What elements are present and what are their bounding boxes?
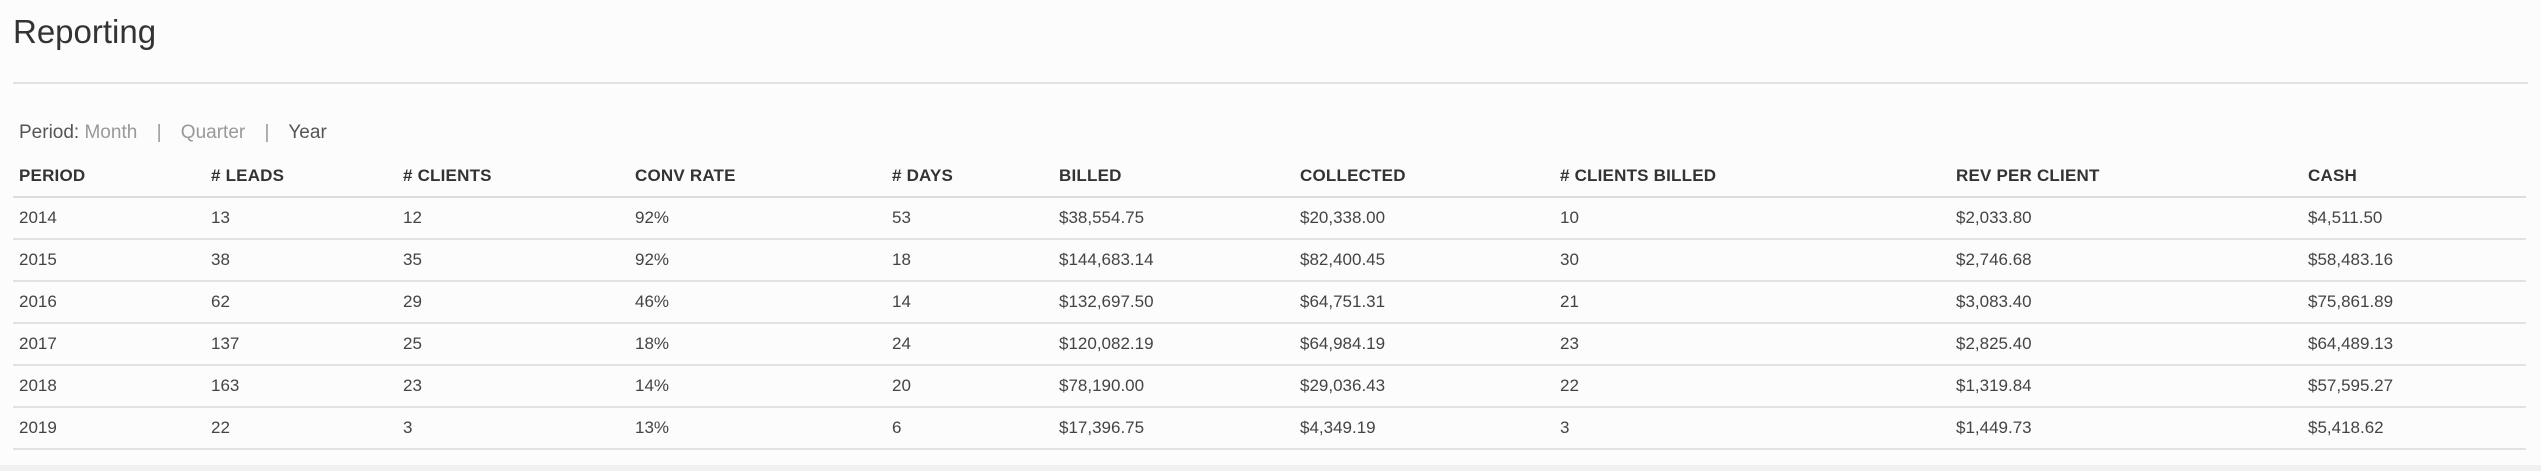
column-header-collected: COLLECTED xyxy=(1294,156,1554,198)
cell-billed: $132,697.50 xyxy=(1053,281,1294,324)
table-row: 2019 22 3 13% 6 $17,396.75 $4,349.19 3 $… xyxy=(13,407,2526,450)
cell-cash: $75,861.89 xyxy=(2302,281,2526,324)
table-row: 2015 38 35 92% 18 $144,683.14 $82,400.45… xyxy=(13,239,2526,282)
cell-days: 14 xyxy=(886,281,1053,324)
cell-period: 2019 xyxy=(13,407,205,450)
cell-conv-rate: 13% xyxy=(629,407,886,450)
cell-clients: 23 xyxy=(397,365,629,408)
cell-collected: $4,349.19 xyxy=(1294,407,1554,450)
cell-period: 2014 xyxy=(13,197,205,240)
cell-clients: 25 xyxy=(397,323,629,366)
cell-rev-per-client: $2,746.68 xyxy=(1950,239,2302,282)
cell-cash: $58,483.16 xyxy=(2302,239,2526,282)
report-table: PERIOD # LEADS # CLIENTS CONV RATE # DAY… xyxy=(13,156,2526,450)
column-header-rev-per-client: REV PER CLIENT xyxy=(1950,156,2302,198)
cell-days: 6 xyxy=(886,407,1053,450)
cell-leads: 62 xyxy=(205,281,397,324)
cell-days: 18 xyxy=(886,239,1053,282)
cell-rev-per-client: $1,319.84 xyxy=(1950,365,2302,408)
table-row: 2016 62 29 46% 14 $132,697.50 $64,751.31… xyxy=(13,281,2526,324)
column-header-cash: CASH xyxy=(2302,156,2526,198)
period-label: Period: xyxy=(19,122,80,143)
period-selector: Period: Month | Quarter | Year xyxy=(13,120,2528,146)
cell-rev-per-client: $2,825.40 xyxy=(1950,323,2302,366)
cell-clients-billed: 3 xyxy=(1554,407,1950,450)
cell-clients-billed: 23 xyxy=(1554,323,1950,366)
period-separator: | xyxy=(264,122,270,143)
cell-period: 2017 xyxy=(13,323,205,366)
cell-clients-billed: 30 xyxy=(1554,239,1950,282)
cell-leads: 38 xyxy=(205,239,397,282)
cell-collected: $64,751.31 xyxy=(1294,281,1554,324)
cell-conv-rate: 18% xyxy=(629,323,886,366)
table-row: 2014 13 12 92% 53 $38,554.75 $20,338.00 … xyxy=(13,197,2526,240)
bottom-divider xyxy=(0,465,2541,471)
cell-clients-billed: 22 xyxy=(1554,365,1950,408)
cell-rev-per-client: $3,083.40 xyxy=(1950,281,2302,324)
cell-collected: $64,984.19 xyxy=(1294,323,1554,366)
column-header-billed: BILLED xyxy=(1053,156,1294,198)
cell-leads: 163 xyxy=(205,365,397,408)
cell-clients: 3 xyxy=(397,407,629,450)
column-header-clients: # CLIENTS xyxy=(397,156,629,198)
table-header-row: PERIOD # LEADS # CLIENTS CONV RATE # DAY… xyxy=(13,156,2526,198)
cell-leads: 137 xyxy=(205,323,397,366)
cell-conv-rate: 92% xyxy=(629,197,886,240)
cell-billed: $38,554.75 xyxy=(1053,197,1294,240)
cell-billed: $78,190.00 xyxy=(1053,365,1294,408)
cell-leads: 13 xyxy=(205,197,397,240)
cell-period: 2016 xyxy=(13,281,205,324)
period-option-quarter[interactable]: Quarter xyxy=(180,122,246,143)
period-option-year[interactable]: Year xyxy=(288,122,327,143)
column-header-conv-rate: CONV RATE xyxy=(629,156,886,198)
cell-period: 2015 xyxy=(13,239,205,282)
table-row: 2018 163 23 14% 20 $78,190.00 $29,036.43… xyxy=(13,365,2526,408)
cell-rev-per-client: $2,033.80 xyxy=(1950,197,2302,240)
cell-clients: 12 xyxy=(397,197,629,240)
column-header-period: PERIOD xyxy=(13,156,205,198)
cell-cash: $64,489.13 xyxy=(2302,323,2526,366)
cell-billed: $120,082.19 xyxy=(1053,323,1294,366)
cell-collected: $29,036.43 xyxy=(1294,365,1554,408)
cell-conv-rate: 92% xyxy=(629,239,886,282)
column-header-clients-billed: # CLIENTS BILLED xyxy=(1554,156,1950,198)
table-row: 2017 137 25 18% 24 $120,082.19 $64,984.1… xyxy=(13,323,2526,366)
column-header-leads: # LEADS xyxy=(205,156,397,198)
cell-billed: $17,396.75 xyxy=(1053,407,1294,450)
cell-days: 24 xyxy=(886,323,1053,366)
cell-billed: $144,683.14 xyxy=(1053,239,1294,282)
cell-clients-billed: 10 xyxy=(1554,197,1950,240)
cell-cash: $4,511.50 xyxy=(2302,197,2526,240)
cell-collected: $82,400.45 xyxy=(1294,239,1554,282)
column-header-days: # DAYS xyxy=(886,156,1053,198)
cell-days: 20 xyxy=(886,365,1053,408)
period-separator: | xyxy=(156,122,162,143)
cell-cash: $57,595.27 xyxy=(2302,365,2526,408)
cell-clients-billed: 21 xyxy=(1554,281,1950,324)
title-divider xyxy=(13,82,2528,84)
cell-cash: $5,418.62 xyxy=(2302,407,2526,450)
cell-conv-rate: 14% xyxy=(629,365,886,408)
cell-conv-rate: 46% xyxy=(629,281,886,324)
period-option-month[interactable]: Month xyxy=(84,122,138,143)
cell-period: 2018 xyxy=(13,365,205,408)
cell-clients: 35 xyxy=(397,239,629,282)
cell-leads: 22 xyxy=(205,407,397,450)
page-title: Reporting xyxy=(13,13,157,50)
cell-collected: $20,338.00 xyxy=(1294,197,1554,240)
cell-rev-per-client: $1,449.73 xyxy=(1950,407,2302,450)
cell-days: 53 xyxy=(886,197,1053,240)
cell-clients: 29 xyxy=(397,281,629,324)
